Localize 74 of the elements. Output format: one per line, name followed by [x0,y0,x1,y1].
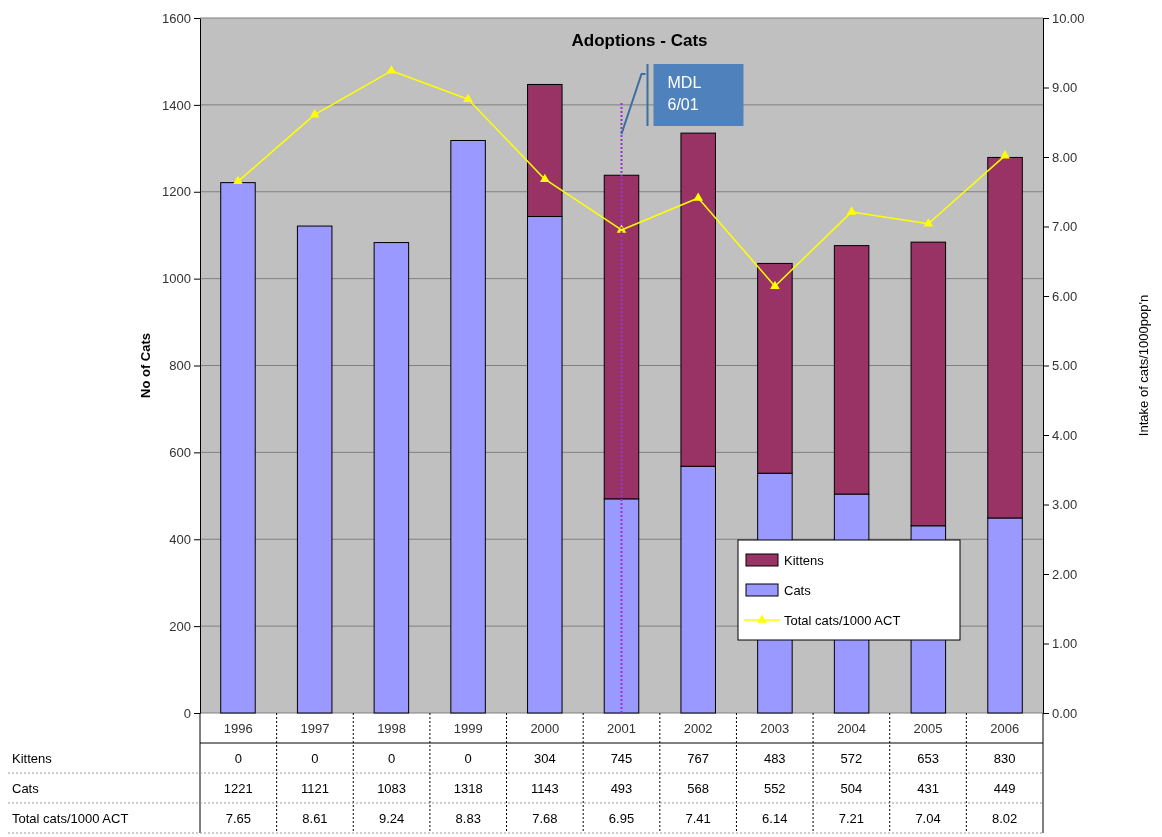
data-label: 8.02 [992,811,1018,826]
data-label: 568 [687,781,709,796]
y2-tick-label: 5.00 [1052,358,1078,374]
data-label: 483 [763,751,786,766]
y-tick-label: 1000 [162,271,191,287]
data-label: 572 [840,751,863,766]
y-tick-label: 1600 [162,10,191,26]
data-label: 449 [993,781,1016,796]
y2-tick-label: 1.00 [1052,636,1078,652]
data-label: 767 [687,751,709,766]
x-tick-label: 2000 [530,721,560,736]
data-label: 8.61 [302,811,328,826]
y2-tick-label: 0.00 [1052,705,1078,721]
x-tick-label: 2002 [683,721,713,736]
data-label: 7.68 [532,811,558,826]
data-label: 6.14 [762,811,788,826]
y2-tick-label: 9.00 [1052,80,1078,96]
data-label: 552 [763,781,786,796]
data-label: 0 [464,751,472,766]
x-tick-label: 2006 [990,721,1020,736]
y2-tick-label: 10.00 [1052,10,1085,26]
x-tick-label: 1998 [377,721,407,736]
data-label: 1143 [530,781,559,796]
data-label: 1318 [453,781,483,796]
y-tick-label: 1200 [162,184,191,200]
data-label: 7.41 [685,811,711,826]
data-label: 8.83 [455,811,481,826]
x-tick-label: 2003 [760,721,790,736]
y-tick-label: 600 [169,445,191,461]
data-label: 653 [917,751,939,766]
data-label: 7.65 [225,811,251,826]
data-label: 0 [387,751,396,766]
y-tick-label: 200 [169,618,191,634]
y-tick-label: 1400 [162,97,191,113]
y2-tick-label: 8.00 [1052,149,1078,165]
data-label: 1121 [300,781,329,796]
legend-label: Kittens [784,553,825,568]
y2-tick-label: 4.00 [1052,427,1078,443]
y2-axis-title: Intake of cats/1000pop'n [1136,294,1151,437]
data-label: 493 [610,781,633,796]
data-label: 304 [534,751,556,766]
y-tick-label: 400 [169,531,191,547]
x-tick-label: 1999 [453,721,483,736]
data-label: 9.24 [378,811,405,826]
data-label: 504 [840,781,863,796]
data-label: 7.04 [915,811,941,826]
x-tick-label: 1997 [300,721,330,736]
x-tick-label: 2005 [913,721,943,736]
data-label: 745 [610,751,633,766]
text: Cats [12,781,39,796]
x-tick-label: 1996 [223,721,253,736]
ref-line-label: MDL 6/01 [667,74,702,113]
legend-label: Cats [784,583,812,598]
y2-tick-label: 6.00 [1052,288,1078,304]
data-label: 830 [993,751,1016,766]
data-label: 1221 [223,781,253,796]
x-tick-label: 2001 [607,721,636,736]
data-label: 1083 [377,781,407,796]
y-tick-label: 800 [169,358,191,374]
text: Kittens [12,751,52,766]
data-label: 6.95 [608,811,635,826]
data-label: 431 [917,781,939,796]
data-label: 7.21 [838,811,865,826]
text: Adoptions - Cats [571,31,708,50]
text: Total cats/1000 ACT [12,811,129,826]
y2-tick-label: 2.00 [1052,566,1078,582]
x-tick-label: 2004 [836,721,866,736]
y2-tick-label: 7.00 [1052,219,1078,235]
data-label: 0 [234,751,242,766]
y-axis-title: No of Cats [138,333,153,398]
data-label: 0 [311,751,319,766]
y-tick-label: 0 [183,705,191,721]
legend-label: Total cats/1000 ACT [784,613,901,628]
y2-tick-label: 3.00 [1052,497,1078,513]
